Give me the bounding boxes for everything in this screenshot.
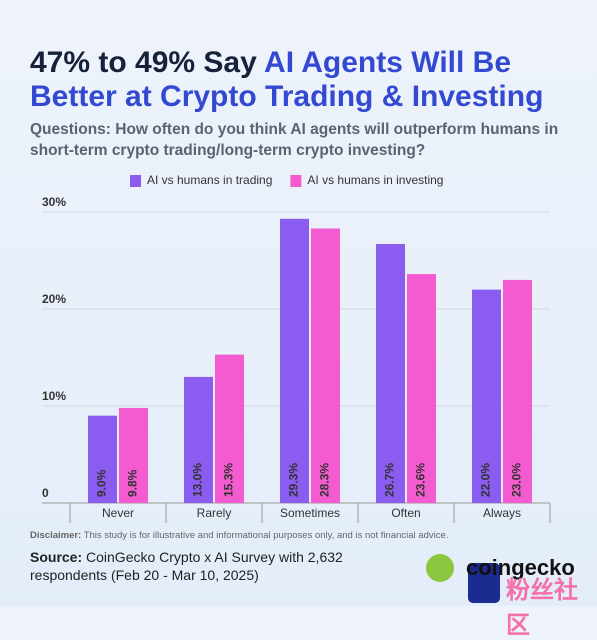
value-label: 9.8%	[126, 469, 140, 497]
value-label: 9.0%	[95, 469, 109, 497]
y-tick-label: 20%	[42, 292, 66, 306]
title-highlight: AI Agents Will Be Better at Crypto Tradi…	[30, 46, 544, 113]
disclaimer-label: Disclaimer:	[30, 530, 82, 541]
bar	[311, 228, 340, 504]
x-tick-label: Always	[483, 506, 521, 520]
bar	[376, 244, 405, 503]
value-label: 23.6%	[414, 463, 428, 497]
x-tick-label: Rarely	[197, 506, 232, 520]
value-label: 22.0%	[479, 463, 493, 497]
bar	[503, 279, 532, 503]
legend-swatch	[130, 175, 141, 187]
source-label: Source:	[30, 549, 83, 565]
bar	[280, 218, 309, 504]
value-label: 29.3%	[287, 463, 301, 497]
source-text: CoinGecko Crypto x AI Survey with 2,632 …	[30, 549, 343, 583]
y-tick-label: 10%	[42, 389, 66, 403]
chart-subtitle: Questions: How often do you think AI age…	[30, 121, 559, 159]
bar	[215, 354, 244, 503]
legend-label: AI vs humans in trading	[147, 173, 272, 187]
title-plain: 47% to 49% Say	[30, 46, 257, 79]
bar	[184, 376, 213, 503]
bar	[119, 407, 148, 503]
disclaimer: Disclaimer: This study is for illustrati…	[30, 530, 448, 541]
x-tick-label: Never	[102, 506, 134, 520]
chart: 0 10% 20% 30% AI vs humans in trading AI vs h…	[42, 173, 551, 603]
chart-title: 47% to 49% Say AI Agents Will Be Better …	[30, 46, 590, 114]
value-label: 13.0%	[191, 463, 205, 497]
value-label: 23.0%	[510, 463, 524, 497]
brand-icon	[426, 554, 454, 582]
value-label: 26.7%	[383, 463, 397, 497]
value-label: 28.3%	[318, 463, 332, 497]
legend-swatch	[290, 175, 302, 187]
bar	[407, 274, 436, 503]
y-tick-label: 0	[42, 486, 49, 500]
disclaimer-text: This study is for illustrative and infor…	[83, 530, 449, 541]
app-icon	[468, 563, 500, 603]
legend-label: AI vs humans in investing	[307, 173, 443, 187]
x-tick-label: Sometimes	[280, 506, 340, 520]
bar	[472, 289, 501, 503]
watermark: 粉丝社区	[506, 577, 578, 639]
x-tick-label: Often	[391, 506, 420, 520]
source: Source: CoinGecko Crypto x AI Survey wit…	[30, 548, 390, 584]
brand: coingecko	[466, 555, 575, 580]
y-tick-label: 30%	[42, 195, 66, 209]
value-label: 15.3%	[222, 463, 236, 497]
bar	[88, 415, 117, 503]
